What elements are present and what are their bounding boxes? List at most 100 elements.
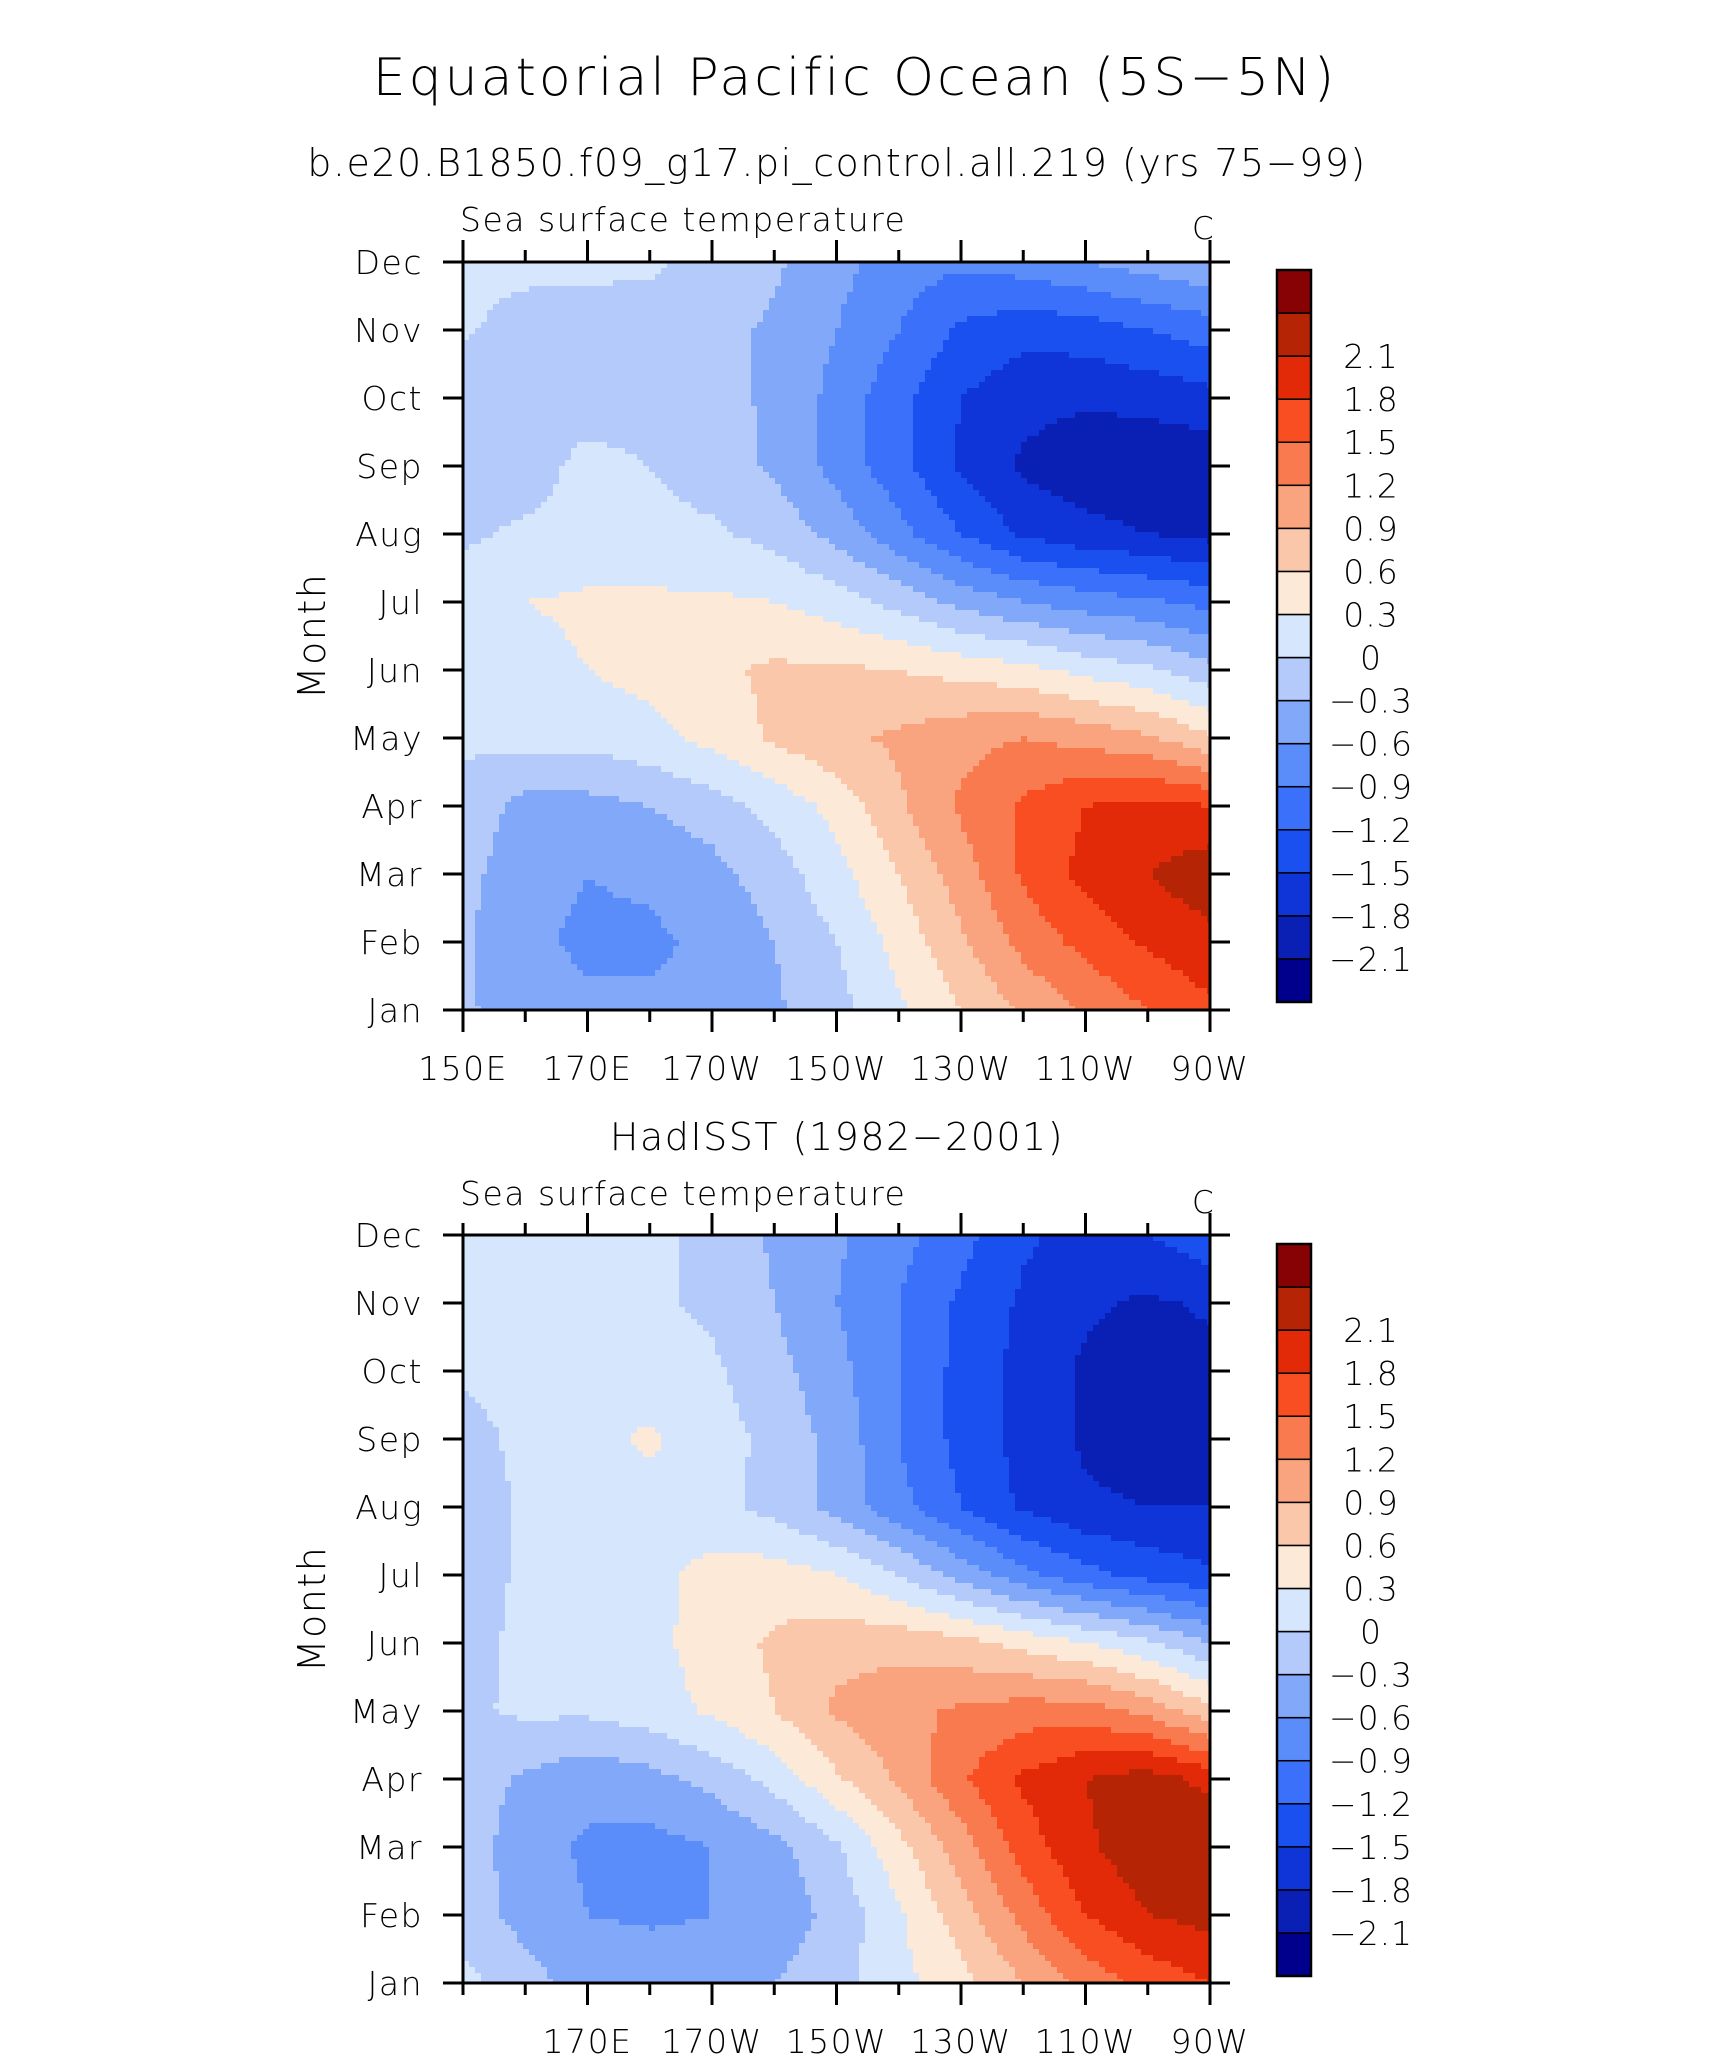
panel-model: b.e20.B1850.f09_g17.pi_control.all.219 (… (290, 141, 1413, 1088)
contour-cell (973, 274, 980, 281)
contour-cell (1075, 358, 1082, 365)
contour-cell (523, 394, 530, 401)
contour-cell (763, 412, 770, 419)
contour-cell (1051, 280, 1058, 287)
contour-cell (535, 280, 542, 287)
contour-cell (559, 292, 566, 299)
contour-cell (661, 370, 668, 377)
contour-cell (505, 346, 512, 353)
contour-cell (745, 430, 752, 437)
contour-cell (1099, 298, 1106, 305)
contour-cell (949, 400, 956, 407)
contour-cell (1063, 316, 1070, 323)
contour-cell (673, 280, 680, 287)
contour-cell (781, 400, 788, 407)
contour-cell (589, 424, 596, 431)
contour-cell (1057, 382, 1064, 389)
contour-cell (715, 322, 722, 329)
contour-cell (847, 322, 854, 329)
contour-cell (1081, 310, 1088, 317)
contour-cell (1087, 346, 1094, 353)
contour-cell (1063, 382, 1070, 389)
contour-cell (967, 268, 974, 275)
contour-cell (1081, 316, 1088, 323)
contour-cell (613, 340, 620, 347)
contour-cell (751, 358, 758, 365)
contour-cell (997, 406, 1004, 413)
contour-cell (1081, 364, 1088, 371)
contour-cell (1087, 322, 1094, 329)
contour-cell (763, 418, 770, 425)
contour-cell (505, 334, 512, 341)
contour-cell (697, 364, 704, 371)
contour-cell (1087, 328, 1094, 335)
contour-cell (835, 382, 842, 389)
contour-cell (1051, 394, 1058, 401)
contour-cell (859, 412, 866, 419)
contour-cell (607, 406, 614, 413)
contour-cell (985, 298, 992, 305)
contour-cell (535, 430, 542, 437)
contour-cell (595, 352, 602, 359)
contour-cell (937, 292, 944, 299)
contour-cell (1039, 274, 1046, 281)
contour-cell (577, 364, 584, 371)
contour-cell (589, 358, 596, 365)
contour-cell (901, 328, 908, 335)
contour-cell (1009, 430, 1016, 437)
contour-cell (901, 274, 908, 281)
contour-cell (1063, 418, 1070, 425)
contour-cell (895, 358, 902, 365)
contour-cell (757, 406, 764, 413)
contour-cell (895, 388, 902, 395)
contour-cell (757, 430, 764, 437)
contour-cell (883, 346, 890, 353)
contour-cell (745, 418, 752, 425)
contour-cell (925, 382, 932, 389)
contour-cell (1117, 400, 1124, 407)
contour-cell (1129, 316, 1136, 323)
contour-cell (823, 382, 830, 389)
contour-cell (925, 346, 932, 353)
contour-cell (469, 292, 476, 299)
contour-cell (637, 268, 644, 275)
contour-cell (781, 382, 788, 389)
contour-cell (1201, 322, 1208, 329)
contour-cell (619, 400, 626, 407)
contour-cell (619, 418, 626, 425)
contour-cell (931, 346, 938, 353)
contour-cell (793, 298, 800, 305)
contour-cell (841, 352, 848, 359)
contour-cell (1021, 274, 1028, 281)
contour-cell (919, 412, 926, 419)
contour-cell (907, 430, 914, 437)
contour-cell (715, 430, 722, 437)
contour-cell (979, 268, 986, 275)
contour-cell (973, 382, 980, 389)
contour-cell (625, 382, 632, 389)
contour-cell (829, 394, 836, 401)
contour-cell (499, 310, 506, 317)
contour-cell (949, 424, 956, 431)
contour-cell (751, 334, 758, 341)
contour-cell (943, 394, 950, 401)
contour-cell (1039, 268, 1046, 275)
contour-cell (1159, 322, 1166, 329)
contour-cell (787, 280, 794, 287)
contour-cell (829, 334, 836, 341)
contour-cell (607, 280, 614, 287)
contour-cell (583, 268, 590, 275)
contour-cell (481, 292, 488, 299)
contour-cell (715, 394, 722, 401)
contour-cell (667, 286, 674, 293)
contour-cell (985, 382, 992, 389)
contour-cell (1123, 352, 1130, 359)
contour-cell (757, 286, 764, 293)
contour-cell (541, 412, 548, 419)
contour-cell (1177, 358, 1184, 365)
contour-cell (847, 280, 854, 287)
contour-cell (943, 412, 950, 419)
contour-cell (835, 310, 842, 317)
contour-cell (841, 268, 848, 275)
contour-cell (1063, 298, 1070, 305)
